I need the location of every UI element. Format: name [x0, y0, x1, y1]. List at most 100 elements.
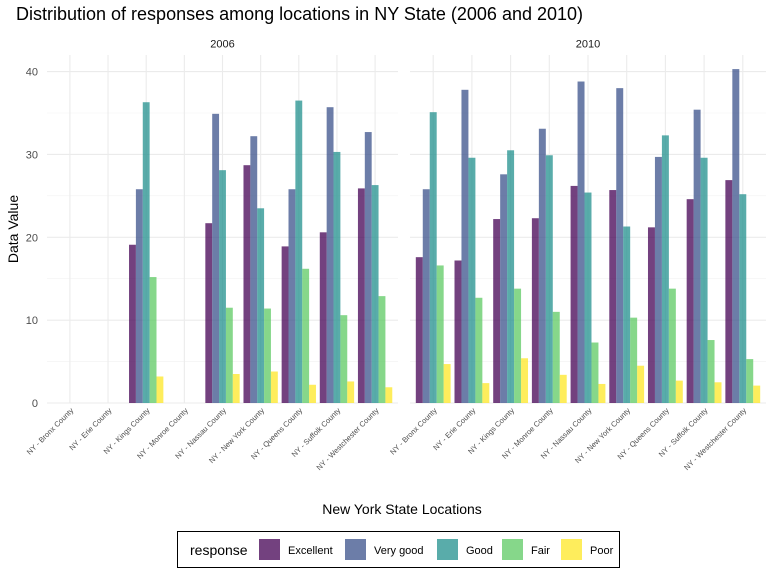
- bar-2010-excellent: [686, 199, 694, 403]
- bar-2010-very-good: [538, 128, 546, 403]
- bar-2010-very-good: [461, 89, 469, 404]
- bar-2006-very-good: [212, 113, 220, 403]
- bar-2006-fair: [264, 308, 271, 403]
- legend-box: [177, 531, 620, 568]
- bar-2006-poor: [156, 376, 164, 403]
- bar-2010-poor: [443, 364, 451, 403]
- bar-2006-fair: [302, 268, 310, 403]
- facet-label-2006: 2006: [210, 39, 234, 51]
- bar-2006-very-good: [326, 107, 334, 403]
- chart-title: Distribution of responses among location…: [16, 4, 584, 24]
- bar-2006-poor: [232, 374, 240, 403]
- y-tick-label: 40: [26, 67, 38, 79]
- legend-label-poor: Poor: [590, 545, 614, 557]
- bar-2010-poor: [482, 383, 490, 403]
- y-tick-label: 30: [26, 149, 38, 161]
- bar-2010-very-good: [654, 156, 662, 403]
- bar-2006-fair: [340, 315, 348, 403]
- bar-2010-poor: [753, 385, 761, 403]
- bar-2006-poor: [347, 381, 355, 403]
- bar-2010-poor: [521, 358, 529, 403]
- legend-title: response: [190, 542, 248, 558]
- bar-2010-good: [584, 192, 592, 403]
- legend-key-very-good: [345, 539, 366, 560]
- bar-2010-fair: [630, 317, 638, 403]
- legend-key-poor: [561, 539, 582, 560]
- bar-2006-excellent: [243, 165, 251, 403]
- bar-2006-fair: [378, 296, 386, 403]
- bar-2010-very-good: [732, 69, 740, 403]
- facet-label-2010: 2010: [576, 39, 600, 51]
- bar-2006-fair: [149, 277, 157, 403]
- x-tick-label: NY - Bronx County: [388, 406, 439, 457]
- bar-2006-good: [257, 208, 265, 403]
- bar-2010-very-good: [577, 81, 585, 403]
- legend-key-good: [437, 539, 458, 560]
- bar-2006-poor: [309, 384, 316, 403]
- legend-key-fair: [502, 539, 523, 560]
- bar-2006-good: [333, 151, 341, 403]
- bar-2010-good: [700, 157, 708, 403]
- bar-2010-good: [429, 112, 437, 404]
- bar-2010-fair: [668, 288, 676, 403]
- x-tick-label: NY - Westchester County: [315, 406, 381, 472]
- bar-2006-good: [295, 100, 303, 404]
- bar-2010-very-good: [422, 189, 430, 403]
- legend-label-excellent: Excellent: [288, 545, 333, 557]
- bar-2006-poor: [385, 387, 393, 403]
- bar-2006-excellent: [129, 244, 136, 403]
- bar-2006-good: [142, 102, 150, 403]
- bar-2006-excellent: [205, 223, 213, 403]
- bar-2010-good: [545, 155, 553, 403]
- bar-2010-fair: [552, 311, 560, 403]
- bar-2010-poor: [559, 374, 567, 403]
- legend-label-very-good: Very good: [374, 545, 424, 557]
- bar-2010-excellent: [725, 180, 733, 403]
- bar-2010-excellent: [493, 219, 501, 403]
- bar-2010-excellent: [647, 227, 655, 403]
- y-tick-label: 20: [26, 232, 38, 244]
- bar-2010-good: [739, 194, 747, 403]
- bar-2010-good: [507, 150, 515, 403]
- bar-2010-very-good: [616, 88, 624, 404]
- bar-2010-fair: [746, 359, 754, 403]
- y-tick-label: 0: [32, 398, 38, 410]
- bar-2006-very-good: [288, 189, 296, 403]
- legend-label-fair: Fair: [531, 545, 550, 557]
- bar-2010-fair: [514, 288, 522, 403]
- y-axis-title: Data Value: [5, 195, 21, 263]
- bar-2006-good: [219, 170, 226, 403]
- x-tick-label: NY - Bronx County: [25, 406, 76, 457]
- bar-2010-fair: [436, 265, 444, 403]
- bar-2006-poor: [270, 371, 278, 403]
- x-axis-title: New York State Locations: [322, 501, 482, 517]
- bar-2010-excellent: [609, 190, 617, 403]
- bar-2010-poor: [714, 382, 722, 403]
- bar-2010-fair: [707, 340, 715, 403]
- bar-2006-excellent: [357, 188, 365, 403]
- bar-2010-excellent: [570, 185, 578, 403]
- bar-2010-fair: [475, 297, 483, 403]
- bar-2010-fair: [591, 342, 599, 403]
- bar-2010-poor: [675, 380, 683, 403]
- bar-2006-good: [371, 185, 379, 403]
- bar-2006-very-good: [250, 136, 258, 403]
- bar-2010-good: [623, 226, 631, 403]
- legend-key-excellent: [259, 539, 280, 560]
- bar-2010-poor: [637, 365, 645, 403]
- bar-2010-good: [661, 135, 669, 403]
- bar-2010-very-good: [693, 109, 701, 403]
- bar-2010-excellent: [454, 260, 462, 403]
- bar-2010-very-good: [500, 174, 508, 403]
- bar-2010-good: [468, 157, 476, 403]
- bar-2006-very-good: [364, 132, 372, 404]
- bar-2010-excellent: [415, 257, 423, 403]
- bar-2010-poor: [598, 383, 606, 403]
- y-tick-label: 10: [26, 315, 38, 327]
- bar-2006-very-good: [135, 189, 143, 403]
- bar-2010-excellent: [531, 218, 539, 403]
- legend: response Excellent Very good Good Fair Poor: [190, 539, 614, 560]
